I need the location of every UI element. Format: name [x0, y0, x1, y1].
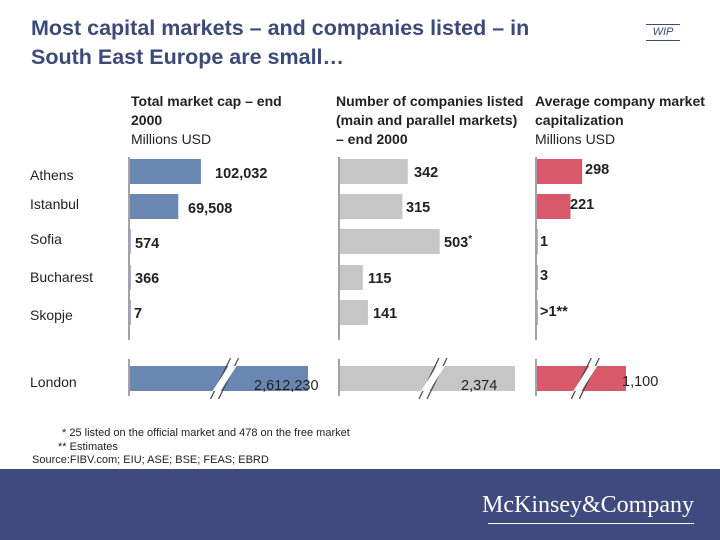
column-heading-avg-cap: Average company market capitalization Mi…	[535, 92, 715, 149]
companies-label-skopje: 141	[373, 306, 397, 322]
avg-cap-label-bucharest: 3	[540, 268, 548, 284]
market-cap-bar-skopje	[130, 300, 131, 325]
avg-cap-bar-skopje	[537, 300, 538, 325]
row-label-athens: Athens	[30, 167, 74, 183]
row-label-bucharest: Bucharest	[30, 269, 94, 285]
footnotes: * 25 listed on the official market and 4…	[32, 427, 350, 468]
avg-cap-bar-sofia	[537, 229, 538, 254]
companies-label-istanbul: 315	[406, 200, 430, 216]
column-heading-avg-cap-title: Average company market capitalization	[535, 93, 705, 128]
avg-cap-label-london: 1,100	[622, 374, 658, 390]
page-title: Most capital markets – and companies lis…	[31, 16, 530, 69]
bar-charts: 102,032 69,508 574 366 7 2,612,230 342 315 503* 1…	[128, 157, 658, 400]
avg-cap-label-skopje: >1**	[540, 304, 568, 320]
market-cap-break-gap	[212, 366, 237, 391]
companies-bar-istanbul	[340, 194, 403, 219]
column-heading-avg-cap-unit: Millions USD	[535, 131, 616, 147]
brand-underline	[488, 523, 694, 524]
brand-logo: McKinsey&Company	[482, 492, 694, 518]
footnote-single-star: * 25 listed on the official market and 4…	[62, 427, 350, 439]
companies-label-sofia: 503*	[444, 234, 472, 251]
row-label-skopje: Skopje	[30, 307, 73, 323]
avg-cap-label-sofia: 1	[540, 234, 548, 250]
column-heading-market-cap: Total market cap – end 2000 Millions USD	[131, 92, 291, 149]
column-heading-market-cap-unit: Millions USD	[131, 131, 212, 147]
market-cap-label-london: 2,612,230	[254, 378, 319, 394]
market-cap-bar-sofia	[130, 229, 131, 254]
companies-bar-athens	[340, 159, 408, 184]
footer-bar: McKinsey&Company	[0, 469, 720, 540]
companies-label-bucharest: 115	[368, 271, 391, 287]
market-cap-bar-istanbul	[130, 194, 179, 219]
avg-cap-label-athens: 298	[585, 162, 609, 178]
row-label-istanbul: Istanbul	[30, 196, 80, 212]
market-cap-label-skopje: 7	[134, 306, 142, 322]
wip-badge: WIP	[646, 24, 680, 41]
column-heading-companies-title: Number of companies listed (main and par…	[336, 93, 524, 147]
companies-bar-sofia	[340, 229, 440, 254]
companies-bar-skopje	[340, 300, 368, 325]
avg-cap-bar-istanbul	[537, 194, 571, 219]
companies-label-london: 2,374	[461, 378, 497, 394]
market-cap-label-bucharest: 366	[135, 271, 159, 287]
footnote-double-star: ** Estimates	[58, 440, 118, 453]
market-cap-label-sofia: 574	[135, 236, 159, 252]
footnote-source: Source:FIBV.com; EIU; ASE; BSE; FEAS; EB…	[32, 454, 269, 466]
row-label-sofia: Sofia	[30, 231, 62, 247]
companies-bar-bucharest	[340, 265, 363, 290]
companies-break-gap	[421, 366, 445, 391]
row-label-london: London	[30, 374, 77, 390]
market-cap-label-athens: 102,032	[215, 166, 267, 182]
market-cap-bar-bucharest	[130, 265, 131, 290]
avg-cap-bar-bucharest	[537, 265, 538, 290]
avg-cap-bar-athens	[537, 159, 583, 184]
column-heading-companies: Number of companies listed (main and par…	[336, 92, 526, 149]
market-cap-bar-athens	[130, 159, 201, 184]
avg-cap-break-gap	[573, 366, 598, 391]
avg-cap-label-istanbul: 221	[570, 197, 594, 213]
market-cap-label-istanbul: 69,508	[188, 201, 232, 217]
column-heading-market-cap-title: Total market cap – end 2000	[131, 93, 282, 128]
companies-label-athens: 342	[414, 165, 438, 181]
